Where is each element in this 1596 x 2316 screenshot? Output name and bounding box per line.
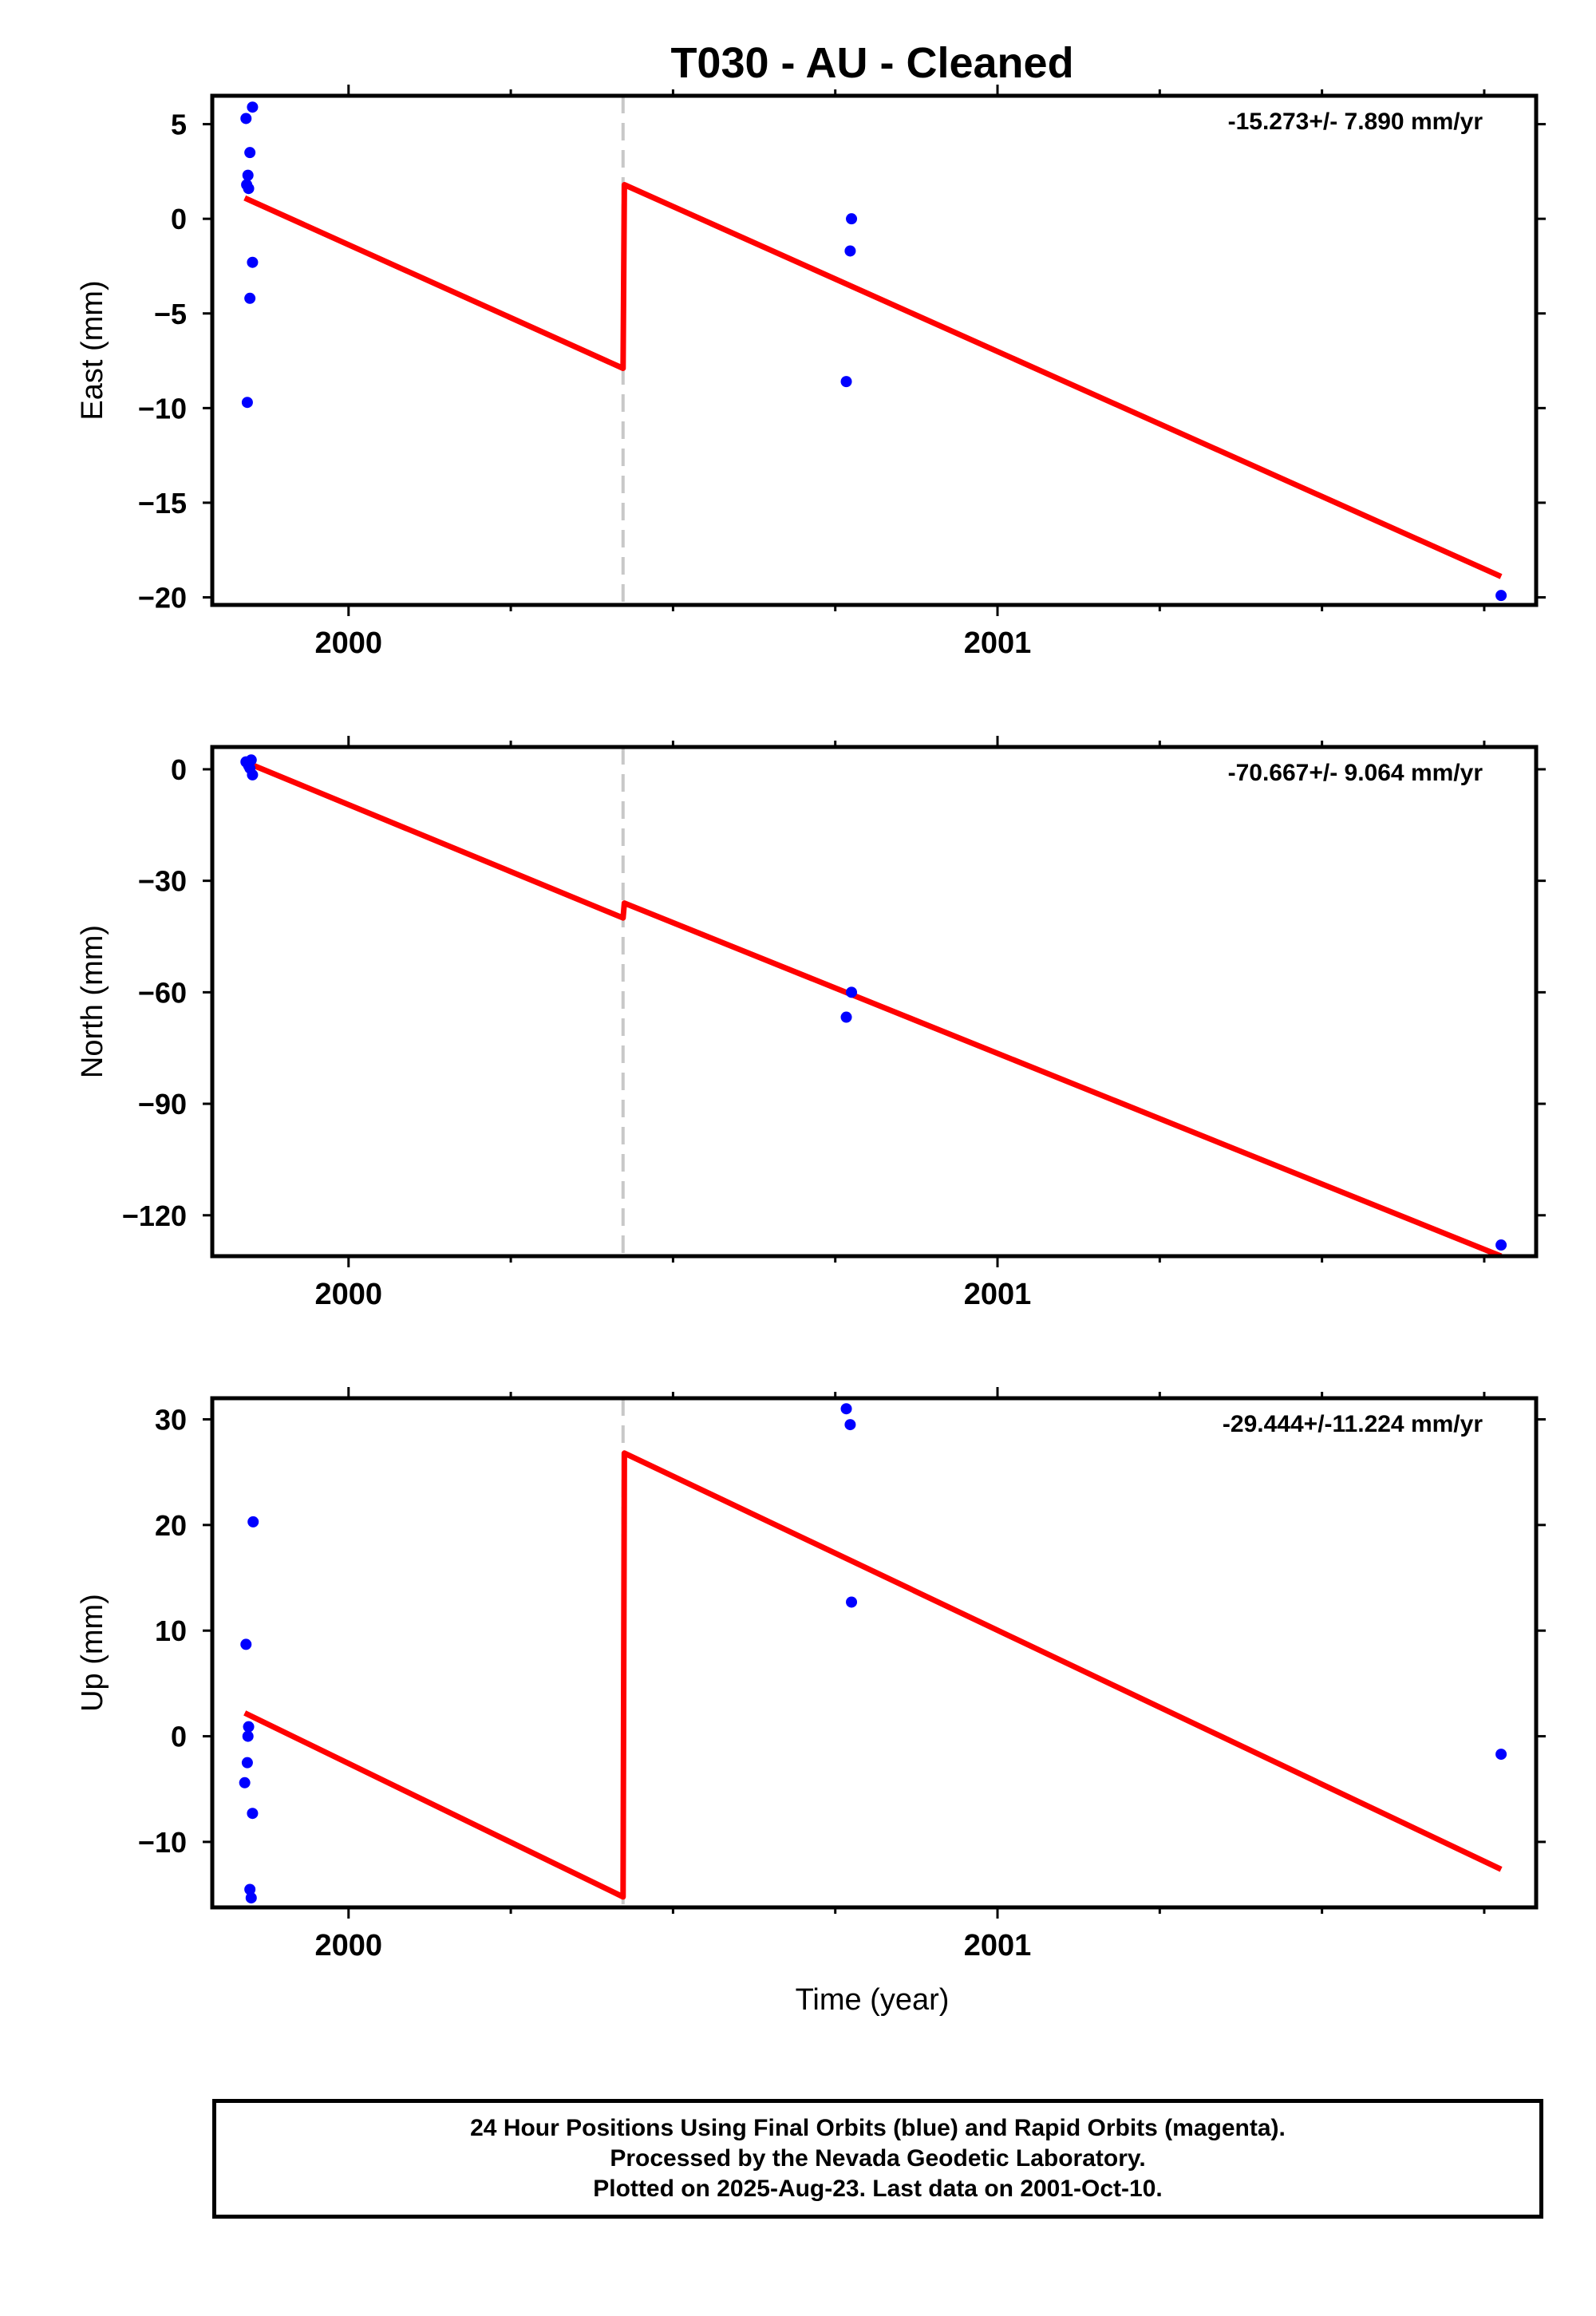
data-point — [1495, 1749, 1507, 1761]
y-axis-label: East (mm) — [76, 280, 109, 420]
fit-line — [243, 759, 1503, 1256]
y-tick-label: −90 — [138, 1088, 187, 1120]
y-tick-label: −20 — [138, 582, 187, 615]
data-point — [844, 1419, 856, 1431]
data-point — [247, 1808, 259, 1820]
data-point — [844, 245, 856, 257]
data-point — [243, 1721, 255, 1733]
x-tick-label: 2001 — [964, 626, 1032, 660]
footer-box: 24 Hour Positions Using Final Orbits (bl… — [212, 2099, 1543, 2219]
data-point — [239, 1777, 251, 1788]
data-point — [245, 1892, 257, 1904]
data-point — [247, 101, 259, 113]
panel-east: 5 0 −5 −10 −15 −20 2000 2001 -15.273+/- 7.890 mm… — [76, 85, 1546, 660]
y-tick-label: 0 — [171, 1721, 187, 1753]
x-tick-label: 2001 — [964, 1278, 1032, 1311]
data-point — [244, 292, 256, 304]
x-tick-label: 2001 — [964, 1929, 1032, 1962]
y-tick-label: 0 — [171, 753, 187, 786]
x-tick-label: 2000 — [315, 626, 383, 660]
data-point — [244, 1883, 256, 1895]
y-tick-label: 5 — [171, 109, 187, 141]
plot-area — [240, 101, 1507, 602]
rate-annotation: -70.667+/- 9.064 mm/yr — [1228, 760, 1483, 786]
data-point — [243, 183, 255, 195]
y-tick-label: 20 — [155, 1509, 187, 1542]
data-point — [242, 169, 254, 181]
data-point — [846, 213, 858, 225]
data-point — [840, 376, 852, 388]
data-point — [1495, 1239, 1507, 1251]
rate-annotation: -29.444+/-11.224 mm/yr — [1223, 1411, 1483, 1437]
data-point — [846, 986, 858, 998]
plot-frame — [210, 1396, 1539, 1910]
data-point — [840, 1403, 852, 1415]
y-tick-label: −10 — [138, 1826, 187, 1859]
y-axis-label: Up (mm) — [76, 1594, 109, 1712]
data-point — [240, 1638, 252, 1650]
footer-line-3: Plotted on 2025-Aug-23. Last data on 200… — [593, 2176, 1163, 2202]
panel-up: 30 20 10 0 −10 2000 2001 -29.444+/-11.224 mm/yr… — [76, 1387, 1546, 1962]
y-tick-label: 0 — [171, 203, 187, 235]
y-tick-label: −15 — [138, 487, 187, 520]
data-point — [1495, 590, 1507, 602]
x-axis-label: Time (year) — [796, 1983, 950, 2017]
y-tick-label: −30 — [138, 865, 187, 898]
plot-area — [239, 1403, 1507, 1904]
fit-line — [243, 182, 1503, 579]
y-axis-label: North (mm) — [76, 925, 109, 1078]
data-point — [242, 1730, 254, 1742]
y-tick-label: −10 — [138, 392, 187, 425]
rate-annotation: -15.273+/- 7.890 mm/yr — [1228, 109, 1483, 135]
y-tick-label: −5 — [154, 298, 187, 330]
footer-line-1: 24 Hour Positions Using Final Orbits (bl… — [470, 2115, 1286, 2141]
data-point — [840, 1011, 852, 1023]
fit-line — [243, 1450, 1503, 1900]
plot-frame — [210, 93, 1539, 607]
plot-frame — [210, 745, 1539, 1259]
y-tick-label: −120 — [122, 1199, 187, 1232]
x-tick-label: 2000 — [315, 1929, 383, 1962]
y-tick-label: 10 — [155, 1614, 187, 1647]
data-point — [240, 113, 252, 124]
data-point — [244, 147, 256, 159]
data-point — [245, 754, 257, 766]
panel-north: 0 −30 −60 −90 −120 2000 2001 -70.667+/- 9.064 m… — [76, 736, 1546, 1311]
data-point — [846, 1596, 858, 1608]
footer-line-2: Processed by the Nevada Geodetic Laborat… — [610, 2145, 1146, 2172]
chart-title: T030 - AU - Cleaned — [670, 39, 1073, 87]
data-point — [247, 1516, 259, 1528]
y-tick-label: 30 — [155, 1403, 187, 1436]
data-point — [241, 1757, 253, 1769]
data-point — [247, 256, 259, 268]
y-tick-label: −60 — [138, 976, 187, 1009]
x-tick-label: 2000 — [315, 1278, 383, 1311]
data-point — [247, 769, 259, 781]
data-point — [241, 397, 253, 409]
plot-area — [240, 754, 1507, 1256]
